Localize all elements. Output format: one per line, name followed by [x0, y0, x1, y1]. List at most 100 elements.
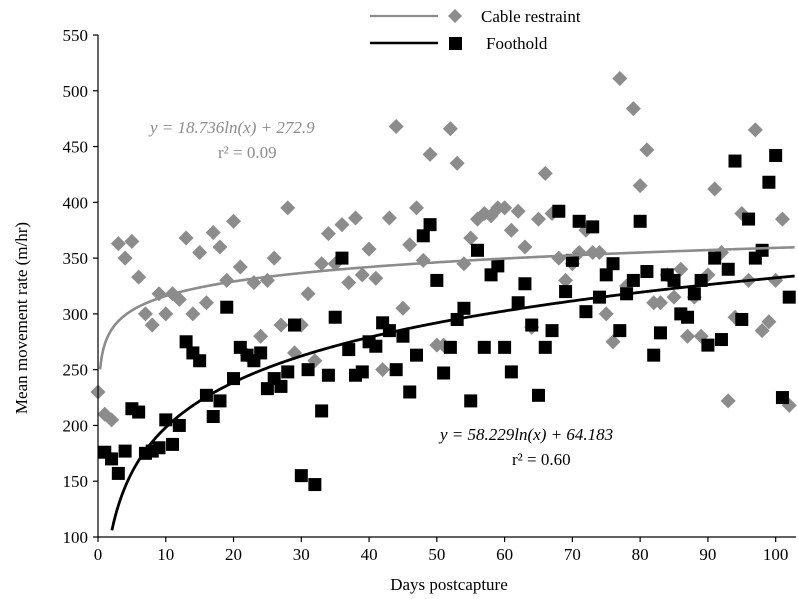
y-tick-label: 400 — [63, 193, 89, 212]
foothold-point — [416, 229, 430, 243]
foothold-point — [166, 437, 180, 451]
y-tick-label: 450 — [63, 138, 89, 157]
cable-restraint-point — [104, 412, 120, 428]
y-tick-label: 300 — [63, 305, 89, 324]
y-tick-label: 500 — [63, 82, 89, 101]
foothold-point — [491, 259, 505, 273]
foothold-point — [301, 363, 315, 377]
cable-restraint-point — [117, 250, 133, 266]
foothold-point — [260, 382, 274, 396]
legend-marker-foothold — [449, 37, 462, 50]
cable-restraint-point — [415, 252, 431, 268]
foothold-point — [586, 220, 600, 234]
y-tick-label: 250 — [63, 361, 89, 380]
equation-foothold-formula: y = 58.229ln(x) + 64.183 — [438, 425, 613, 444]
cable-restraint-point — [402, 237, 418, 253]
cable-restraint-point — [652, 295, 668, 311]
foothold-point — [315, 404, 329, 418]
foothold-point — [545, 324, 559, 338]
cable-restraint-point — [680, 328, 696, 344]
legend: Cable restraint Foothold — [370, 7, 581, 53]
foothold-point — [457, 301, 471, 315]
y-tick-label: 100 — [63, 528, 89, 547]
foothold-point — [742, 212, 756, 226]
cable-restraint-point — [273, 317, 289, 333]
cable-restraint-point — [124, 233, 140, 249]
cable-restraint-point — [666, 289, 682, 305]
cable-restraint-point — [754, 323, 770, 339]
x-tick-label: 80 — [632, 545, 649, 564]
legend-label-foothold: Foothold — [486, 34, 548, 53]
x-tick-label: 0 — [94, 545, 103, 564]
cable-restraint-point — [97, 406, 113, 422]
cable-restraint-point — [219, 272, 235, 288]
foothold-point — [152, 441, 166, 455]
y-tick-label: 350 — [63, 249, 89, 268]
cable-restraint-point — [605, 334, 621, 350]
foothold-point — [606, 257, 620, 271]
foothold-point — [708, 251, 722, 265]
cable-restraint-point — [632, 178, 648, 194]
foothold-point — [430, 273, 444, 287]
foothold-point — [681, 310, 695, 324]
cable-restraint-point — [253, 328, 269, 344]
cable-restraint-point — [442, 121, 458, 137]
cable-restraint-point — [510, 203, 526, 219]
cable-restraint-point — [707, 181, 723, 197]
cable-restraint-point — [530, 211, 546, 227]
foothold-point — [565, 253, 579, 267]
cable-restraint-point — [171, 291, 187, 307]
plot-area — [90, 71, 797, 531]
cable-restraint-point — [131, 269, 147, 285]
cable-restraint-point — [761, 314, 777, 330]
foothold-point — [498, 340, 512, 354]
cable-restraint-point — [774, 211, 790, 227]
foothold-point — [105, 452, 119, 466]
foothold-point — [599, 268, 613, 282]
foothold-point — [728, 154, 742, 168]
foothold-point — [769, 148, 783, 162]
foothold-point — [775, 391, 789, 405]
foothold-point — [721, 262, 735, 276]
cable-restraint-point — [178, 230, 194, 246]
foothold-point — [308, 478, 322, 492]
cable-restraint-point — [639, 142, 655, 158]
equation-foothold: y = 58.229ln(x) + 64.183 r² = 0.60 — [438, 425, 613, 469]
cable-restraint-point — [673, 261, 689, 277]
foothold-point — [613, 324, 627, 338]
foothold-point — [111, 466, 125, 480]
cable-restraint-point — [212, 239, 228, 255]
foothold-point — [477, 340, 491, 354]
y-tick-label: 150 — [63, 472, 89, 491]
cable-restraint-point — [341, 275, 357, 291]
foothold-point — [531, 388, 545, 402]
cable-restraint-point — [497, 200, 513, 216]
cable-restraint-point — [720, 393, 736, 409]
foothold-point — [687, 287, 701, 301]
cable-restraint-point — [314, 256, 330, 272]
foothold-point — [220, 300, 234, 314]
cable-restraint-point — [232, 259, 248, 275]
foothold-point — [294, 469, 308, 483]
y-axis-title: Mean movement rate (m/hr) — [12, 222, 31, 414]
foothold-point — [274, 379, 288, 393]
cable-restraint-point — [625, 101, 641, 117]
axes — [97, 35, 796, 538]
foothold-point — [735, 312, 749, 326]
cable-restraint-point — [463, 230, 479, 246]
foothold-point — [410, 348, 424, 362]
foothold-point — [782, 290, 796, 304]
cable-restraint-point — [395, 300, 411, 316]
foothold-point — [538, 340, 552, 354]
cable-restraint-point — [612, 71, 628, 87]
foothold-point — [464, 394, 478, 408]
foothold-point — [443, 340, 457, 354]
foothold-point — [118, 444, 132, 458]
foothold-point — [328, 310, 342, 324]
foothold-point — [552, 204, 566, 218]
cable-restraint-point — [205, 224, 221, 240]
cable-restraint-point — [361, 241, 377, 257]
cable-restraint-point — [456, 256, 472, 272]
x-tick-label: 30 — [293, 545, 310, 564]
foothold-point — [518, 277, 532, 291]
